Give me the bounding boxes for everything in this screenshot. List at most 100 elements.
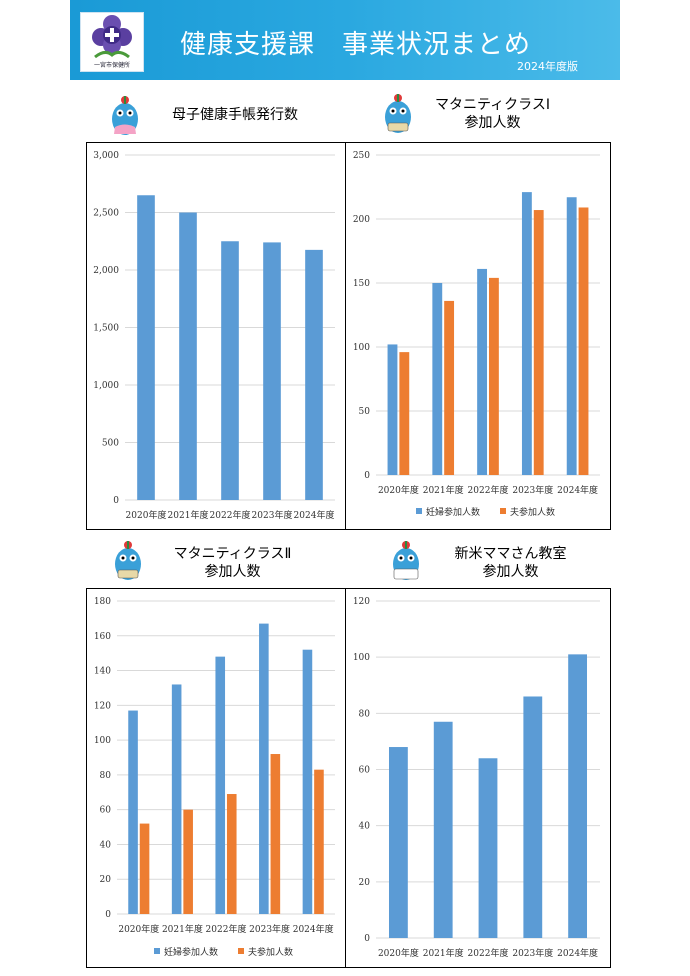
bar [432, 283, 443, 475]
x-tick-label: 2021年度 [162, 923, 203, 935]
y-tick-label: 80 [359, 709, 371, 719]
logo: 一宮市保健所 [80, 12, 144, 72]
bar [179, 212, 197, 500]
y-tick-label: 200 [353, 215, 370, 225]
y-tick-label: 120 [353, 597, 370, 607]
bar [388, 747, 408, 938]
y-tick-label: 120 [94, 701, 111, 711]
y-tick-label: 80 [100, 771, 112, 781]
y-tick-label: 500 [102, 439, 119, 449]
x-tick-label: 2023年度 [512, 947, 553, 959]
y-tick-label: 50 [359, 407, 371, 417]
bar [137, 195, 155, 500]
chart-heading-handbook: 母子健康手帳発行数 [150, 106, 320, 124]
chart-svg-class2: 0 20 40 60 80 100 120 140 160 180 2020年度 2021年度 2022… [94, 597, 335, 958]
heading-line: マタニティクラスⅡ [173, 546, 292, 562]
y-tick-label: 20 [359, 878, 371, 888]
bar [399, 352, 410, 475]
y-tick-label: 60 [359, 766, 371, 776]
edition-label: 2024年度版 [517, 60, 578, 73]
plus-flower-icon [92, 15, 132, 59]
bar [270, 754, 281, 914]
x-tick-label: 2021年度 [423, 484, 464, 496]
y-tick-label: 0 [364, 471, 370, 481]
mascot-character-icon [115, 541, 141, 580]
legend-swatch [500, 508, 506, 514]
x-tick-label: 2020年度 [118, 923, 159, 935]
x-tick-label: 2023年度 [249, 923, 290, 935]
x-tick-label: 2023年度 [512, 484, 553, 496]
bar [302, 649, 313, 914]
x-tick-label: 2024年度 [557, 484, 598, 496]
bar [221, 241, 239, 500]
heading-line: 新米ママさん教室 [454, 546, 567, 562]
y-tick-label: 1,500 [93, 324, 119, 334]
bar [477, 268, 488, 475]
heading-line: 母子健康手帳発行数 [172, 107, 298, 123]
y-tick-label: 100 [353, 343, 370, 353]
bar [263, 242, 281, 500]
legend-label: 妊婦参加人数 [164, 946, 218, 958]
x-tick-label: 2022年度 [468, 484, 509, 496]
page-title: 健康支援課 事業状況まとめ [180, 30, 532, 60]
chart-svg-handbook: 0 500 1,000 1,500 2,000 2,500 3,000 2020年度 2021年… [93, 151, 335, 521]
bar [578, 207, 589, 475]
chart-heading-newmama: 新米ママさん教室 参加人数 [428, 545, 593, 581]
y-tick-label: 20 [100, 875, 112, 885]
y-tick-label: 100 [353, 653, 370, 663]
bar [566, 197, 577, 476]
bar [226, 794, 237, 914]
y-tick-label: 100 [94, 736, 111, 746]
chart-frame-newmama: 0 20 40 60 80 100 120 2020年度 2021年度 2022年度 2023年度 2… [345, 588, 611, 968]
x-tick-label: 2024年度 [294, 509, 335, 521]
y-tick-label: 180 [94, 597, 111, 607]
logo-caption: 一宮市保健所 [93, 62, 130, 69]
bar [478, 758, 498, 938]
legend-label: 夫参加人数 [510, 506, 555, 518]
x-tick-label: 2023年度 [252, 509, 293, 521]
legend-swatch [154, 948, 160, 954]
y-tick-label: 60 [100, 806, 112, 816]
bar [171, 684, 182, 914]
y-tick-label: 0 [105, 910, 111, 920]
y-tick-label: 0 [113, 496, 119, 506]
mascot-character-icon [112, 96, 138, 135]
x-tick-label: 2022年度 [206, 923, 247, 935]
x-tick-label: 2020年度 [378, 947, 419, 959]
mascot-character-icon [393, 541, 419, 580]
bar [521, 192, 532, 475]
bar [259, 623, 269, 914]
chart-frame-handbook: 0 500 1,000 1,500 2,000 2,500 3,000 2020年度 2021年… [86, 142, 346, 530]
bar [215, 656, 226, 914]
bar [387, 344, 398, 475]
chart-frame-class1: 0 50 100 150 200 250 2020年度 2021年度 2022年度 2023年度 2… [345, 142, 611, 530]
y-tick-label: 40 [100, 840, 112, 850]
heading-line: マタニティクラスⅠ [434, 97, 550, 113]
bar [523, 696, 543, 938]
header-banner: 一宮市保健所 健康支援課 事業状況まとめ 2024年度版 [70, 0, 620, 80]
y-tick-label: 2,000 [93, 266, 119, 276]
bar [314, 769, 324, 914]
heading-line: 参加人数 [204, 564, 261, 580]
bar [139, 823, 150, 914]
y-tick-label: 1,000 [93, 381, 119, 391]
x-tick-label: 2024年度 [557, 947, 598, 959]
heading-line: 参加人数 [464, 115, 521, 131]
y-tick-label: 0 [364, 934, 370, 944]
bar [488, 277, 499, 475]
bar [305, 249, 323, 500]
chart-frame-class2: 0 20 40 60 80 100 120 140 160 180 2020年度 2021年度 2022… [86, 588, 346, 968]
x-tick-label: 2022年度 [468, 947, 509, 959]
x-tick-label: 2022年度 [210, 509, 251, 521]
y-tick-label: 140 [94, 667, 111, 677]
y-tick-label: 250 [353, 151, 370, 161]
x-tick-label: 2021年度 [423, 947, 464, 959]
chart-heading-class1: マタニティクラスⅠ 参加人数 [410, 96, 575, 132]
x-tick-label: 2024年度 [293, 923, 334, 935]
x-tick-label: 2020年度 [378, 484, 419, 496]
y-tick-label: 3,000 [93, 151, 119, 161]
chart-heading-class2: マタニティクラスⅡ 参加人数 [150, 545, 315, 581]
bar [533, 210, 544, 475]
bar [128, 710, 138, 914]
y-tick-label: 40 [359, 822, 371, 832]
